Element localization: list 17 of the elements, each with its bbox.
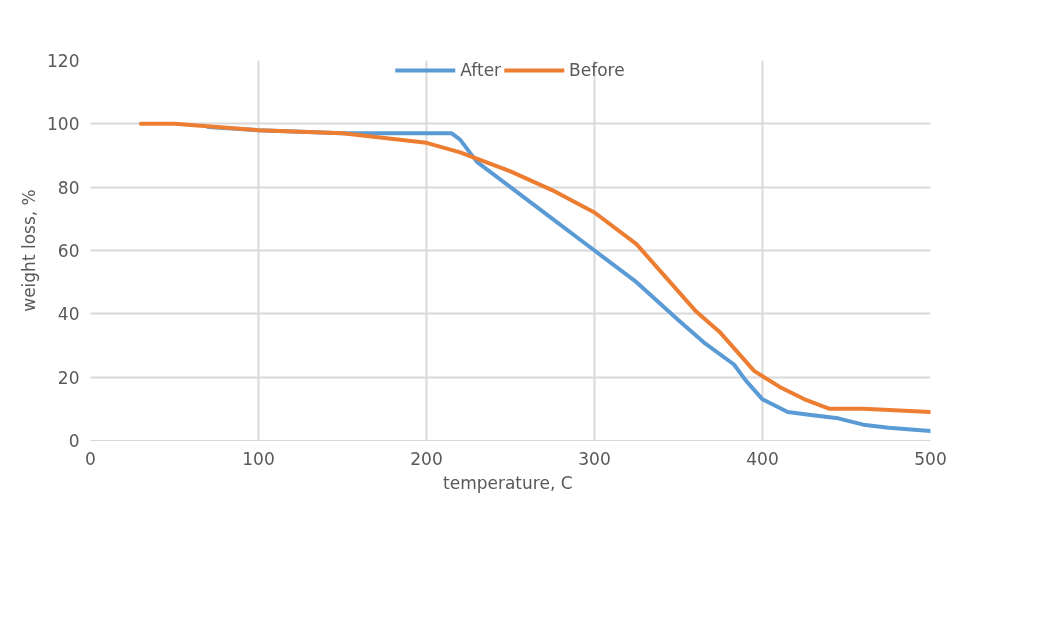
y-tick-label: 100 (47, 114, 80, 135)
x-tick-label: 500 (914, 448, 947, 469)
y-tick-label: 80 (57, 177, 80, 198)
y-tick-label: 0 (68, 431, 80, 451)
x-tick-label: 200 (410, 448, 443, 469)
x-tick-label: 0 (85, 448, 96, 469)
y-tick-label: 20 (57, 367, 80, 388)
y-tick-label: 60 (57, 241, 80, 261)
y-tick-label: 40 (57, 304, 80, 325)
y-tick-label: 120 (47, 51, 80, 71)
y-axis-title: weight loss, % (19, 189, 40, 312)
x-tick-label: 300 (578, 448, 611, 469)
x-axis-title: temperature, C (443, 472, 573, 493)
x-tick-label: 400 (746, 448, 779, 469)
x-tick-label: 100 (242, 448, 275, 469)
legend-label: Before (569, 60, 625, 80)
legend-label: After (460, 60, 502, 80)
